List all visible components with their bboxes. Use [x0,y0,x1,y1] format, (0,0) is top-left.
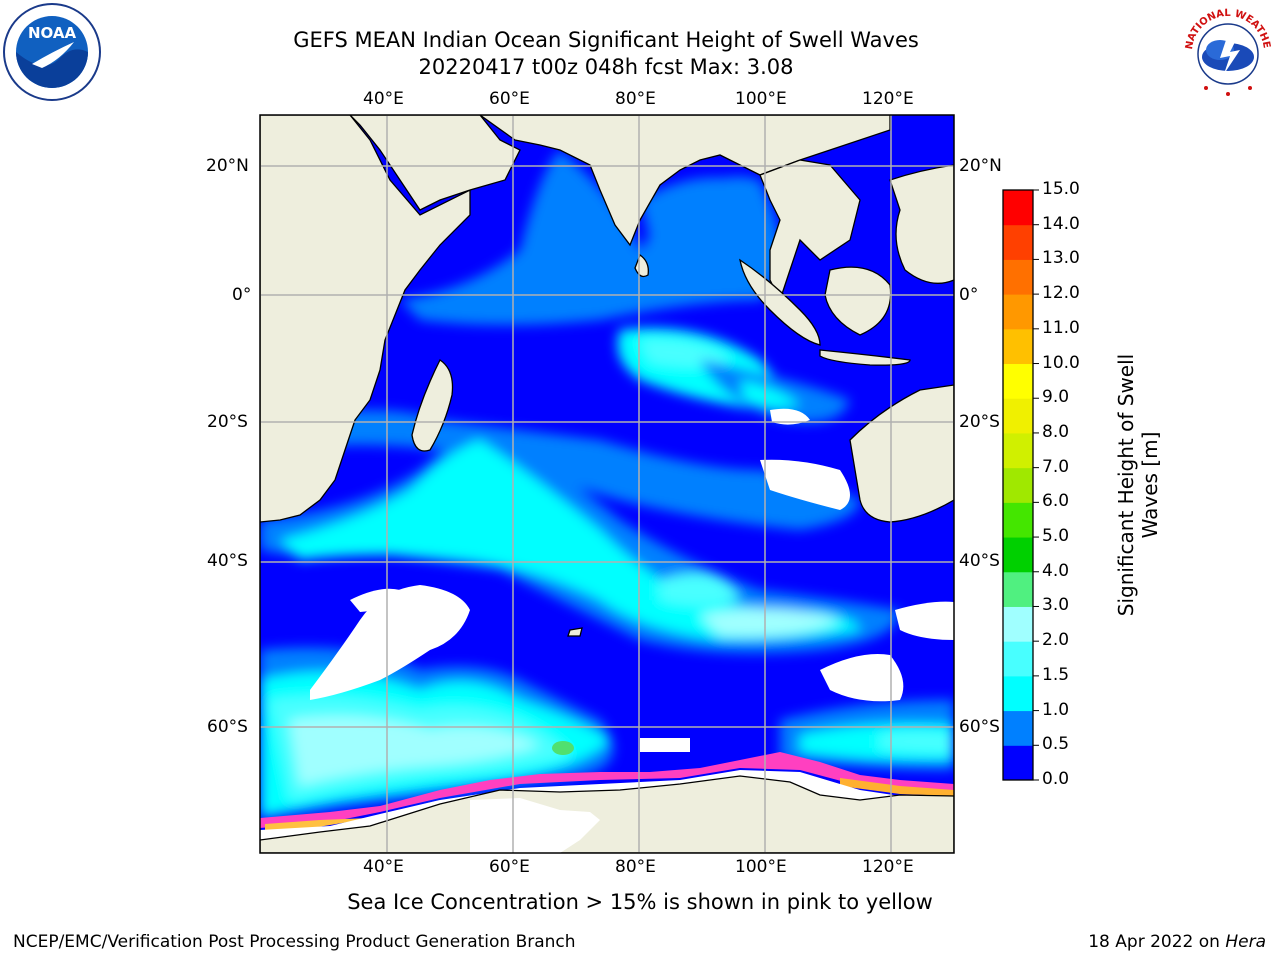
lat-tick-left: 60°S [207,717,248,737]
colorbar-segment [1003,537,1033,573]
lon-tick-top: 100°E [735,89,787,109]
land [260,115,954,853]
colorbar-level-label: 10.0 [1042,352,1080,373]
footer-date-text: 18 Apr 2022 on [1088,932,1226,952]
colorbar-level-label: 9.0 [1042,387,1070,408]
colorbar-segment [1003,502,1033,538]
lon-tick-bottom: 60°E [489,857,530,877]
lon-tick-bottom: 40°E [363,857,404,877]
colorbar-level-label: 1.0 [1042,699,1070,720]
lat-tick-left: 0° [232,285,252,305]
lon-tick-bottom: 80°E [615,857,656,877]
colorbar-segment [1003,224,1033,260]
colorbar-level-label: 2.0 [1042,630,1070,651]
colorbar-segment [1003,571,1033,607]
colorbar-segment [1003,259,1033,295]
sea-ice-note: Sea Ice Concentration > 15% is shown in … [347,890,933,914]
colorbar-segment [1003,710,1033,746]
colorbar-segment [1003,398,1033,434]
lat-tick-right: 40°S [959,551,1000,571]
colorbar-level-label: 0.0 [1042,769,1070,789]
lat-tick-right: 60°S [959,717,1000,737]
lon-tick-top: 40°E [363,89,404,109]
colorbar-segment [1003,432,1033,469]
colorbar-level-label: 14.0 [1042,213,1080,234]
lat-tick-right: 0° [959,285,979,305]
colorbar-segment [1003,675,1033,712]
colorbar [1002,189,1039,781]
colorbar-level-label: 12.0 [1042,283,1080,304]
chart-subtitle: 20220417 t00z 048h fcst Max: 3.08 [418,55,794,79]
colorbar-level-label: 13.0 [1042,248,1080,269]
lat-tick-right: 20°N [959,156,1002,176]
colorbar-level-label: 15.0 [1042,179,1080,199]
colorbar-label-line2: Waves [m] [1138,431,1162,539]
colorbar-segment [1003,745,1033,781]
colorbar-frame [1002,189,1034,781]
lon-tick-bottom: 100°E [735,857,787,877]
colorbar-segment [1003,294,1033,330]
colorbar-level-label: 7.0 [1042,456,1070,477]
colorbar-segment [1003,606,1033,642]
noaa-logo-text: NOAA [28,24,77,42]
colorbar-level-label: 1.5 [1042,664,1070,685]
graticule [260,115,954,853]
footer-branch: NCEP/EMC/Verification Post Processing Pr… [13,932,576,952]
lat-tick-left: 40°S [207,551,248,571]
lon-tick-top: 80°E [615,89,656,109]
lon-tick-bottom: 120°E [862,857,914,877]
colorbar-segment [1003,363,1033,399]
colorbar-segment [1003,641,1033,677]
colorbar-segment [1003,190,1033,226]
lon-tick-top: 120°E [862,89,914,109]
map-frame [259,114,955,854]
colorbar-segment [1003,328,1033,365]
footer-date: 18 Apr 2022 on Hera [1088,932,1266,952]
chart-title: GEFS MEAN Indian Ocean Significant Heigh… [293,28,919,52]
noaa-logo: NOAA [3,3,101,101]
colorbar-level-label: 8.0 [1042,421,1070,442]
colorbar-level-label: 0.5 [1042,734,1070,755]
colorbar-level-label: 3.0 [1042,595,1070,616]
colorbar-segment [1003,467,1033,503]
colorbar-level-label: 6.0 [1042,491,1070,512]
footer-host: Hera [1225,932,1266,952]
colorbar-level-label: 11.0 [1042,317,1080,338]
lon-tick-top: 60°E [489,89,530,109]
colorbar-level-label: 5.0 [1042,526,1070,547]
lat-tick-left: 20°S [207,412,248,432]
colorbar-level-label: 4.0 [1042,560,1070,581]
lat-tick-right: 20°S [959,412,1000,432]
colorbar-label-line1: Significant Height of Swell [1114,353,1138,617]
lat-tick-left: 20°N [206,156,249,176]
nws-logo: NATIONAL WEATHER SERVICE [1178,2,1275,99]
